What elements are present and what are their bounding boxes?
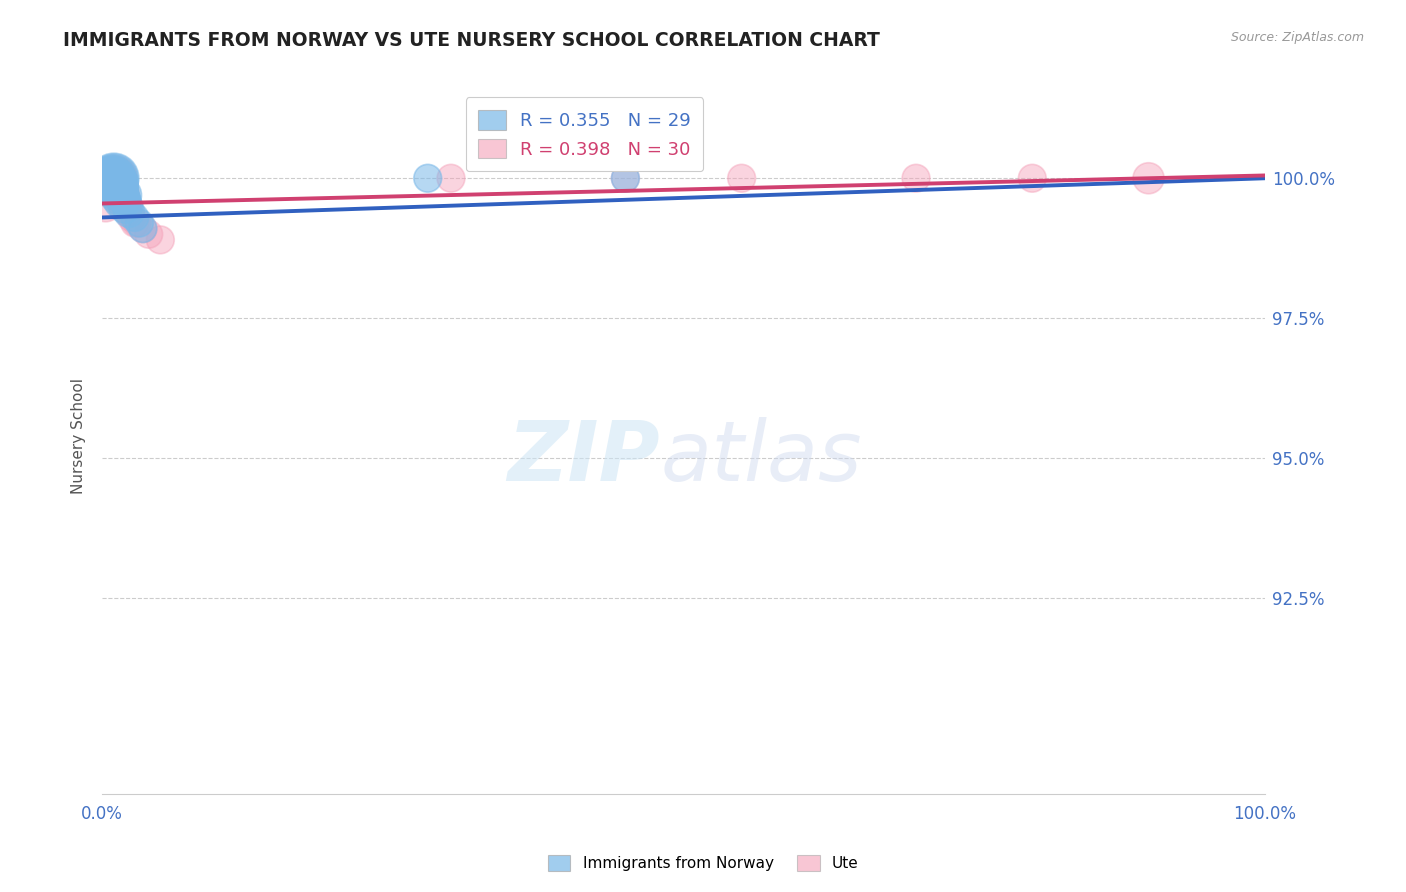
Point: [112, 188, 135, 202]
Point: [94, 199, 117, 213]
Point: [730, 171, 752, 186]
Point: [103, 171, 125, 186]
Point: [107, 182, 129, 196]
Point: [127, 216, 149, 230]
Point: [98, 171, 121, 186]
Point: [105, 177, 128, 191]
Point: [108, 182, 131, 196]
Point: [149, 233, 172, 247]
Legend: Immigrants from Norway, Ute: Immigrants from Norway, Ute: [541, 849, 865, 877]
Point: [105, 177, 128, 191]
Point: [1021, 171, 1043, 186]
Text: Source: ZipAtlas.com: Source: ZipAtlas.com: [1230, 31, 1364, 45]
Point: [105, 182, 128, 196]
Point: [1137, 171, 1160, 186]
Point: [132, 221, 155, 235]
Point: [100, 171, 122, 186]
Point: [132, 221, 155, 235]
Point: [614, 171, 637, 186]
Point: [98, 171, 121, 186]
Point: [118, 205, 141, 219]
Point: [905, 171, 928, 186]
Point: [101, 171, 124, 186]
Point: [98, 171, 121, 186]
Point: [614, 171, 637, 186]
Legend: R = 0.355   N = 29, R = 0.398   N = 30: R = 0.355 N = 29, R = 0.398 N = 30: [465, 97, 703, 171]
Point: [100, 171, 122, 186]
Point: [110, 188, 132, 202]
Point: [117, 205, 139, 219]
Point: [114, 199, 136, 213]
Point: [108, 188, 131, 202]
Text: IMMIGRANTS FROM NORWAY VS UTE NURSERY SCHOOL CORRELATION CHART: IMMIGRANTS FROM NORWAY VS UTE NURSERY SC…: [63, 31, 880, 50]
Point: [98, 171, 121, 186]
Y-axis label: Nursery School: Nursery School: [72, 378, 86, 494]
Point: [124, 211, 146, 225]
Point: [97, 182, 120, 196]
Text: ZIP: ZIP: [508, 417, 661, 498]
Point: [103, 171, 125, 186]
Point: [94, 171, 117, 186]
Point: [112, 194, 135, 208]
Point: [97, 171, 120, 186]
Point: [111, 194, 134, 208]
Point: [114, 199, 136, 213]
Point: [98, 171, 121, 186]
Text: atlas: atlas: [661, 417, 862, 498]
Point: [114, 194, 136, 208]
Point: [103, 171, 125, 186]
Point: [128, 216, 150, 230]
Point: [98, 171, 121, 186]
Point: [103, 171, 125, 186]
Point: [104, 177, 127, 191]
Point: [124, 216, 146, 230]
Point: [108, 182, 131, 196]
Point: [105, 182, 128, 196]
Point: [100, 171, 122, 186]
Point: [96, 171, 118, 186]
Point: [93, 171, 115, 186]
Point: [105, 177, 128, 191]
Point: [416, 171, 439, 186]
Point: [96, 171, 118, 186]
Point: [104, 171, 127, 186]
Point: [120, 211, 142, 225]
Point: [440, 171, 463, 186]
Point: [101, 171, 124, 186]
Point: [138, 227, 160, 242]
